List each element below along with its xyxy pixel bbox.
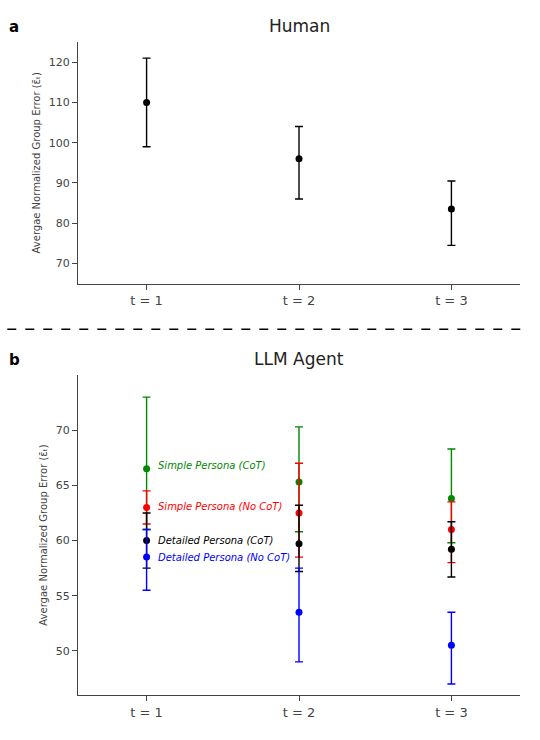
svg-text:120: 120	[49, 56, 70, 69]
svg-text:90: 90	[56, 177, 70, 190]
svg-text:Avergae Normalized Group Error: Avergae Normalized Group Error (ε̄ₜ)	[38, 444, 49, 625]
svg-text:80: 80	[56, 217, 70, 230]
svg-text:a: a	[9, 18, 19, 36]
svg-text:65: 65	[56, 479, 70, 492]
svg-text:t = 1: t = 1	[130, 293, 163, 308]
svg-text:Detailed Persona (CoT): Detailed Persona (CoT)	[158, 535, 273, 546]
svg-text:Simple Persona (No CoT): Simple Persona (No CoT)	[158, 501, 282, 512]
svg-text:Simple Persona (CoT): Simple Persona (CoT)	[158, 460, 266, 471]
svg-text:t = 2: t = 2	[283, 293, 316, 308]
svg-text:Avergae Normalized Group Error: Avergae Normalized Group Error (ε̄ₜ)	[31, 72, 42, 253]
svg-text:60: 60	[56, 534, 70, 547]
svg-text:b: b	[9, 351, 20, 369]
svg-text:70: 70	[56, 257, 70, 270]
svg-text:Detailed Persona (No CoT): Detailed Persona (No CoT)	[158, 552, 290, 563]
svg-text:LLM Agent: LLM Agent	[254, 349, 344, 369]
svg-text:t = 3: t = 3	[435, 293, 468, 308]
svg-text:t = 2: t = 2	[283, 705, 316, 720]
svg-text:55: 55	[56, 590, 70, 603]
svg-text:t = 3: t = 3	[435, 705, 468, 720]
svg-text:50: 50	[56, 645, 70, 658]
svg-text:Human: Human	[269, 16, 330, 36]
svg-text:70: 70	[56, 424, 70, 437]
svg-text:t = 1: t = 1	[130, 705, 163, 720]
svg-text:110: 110	[49, 96, 70, 109]
svg-text:100: 100	[49, 137, 70, 150]
